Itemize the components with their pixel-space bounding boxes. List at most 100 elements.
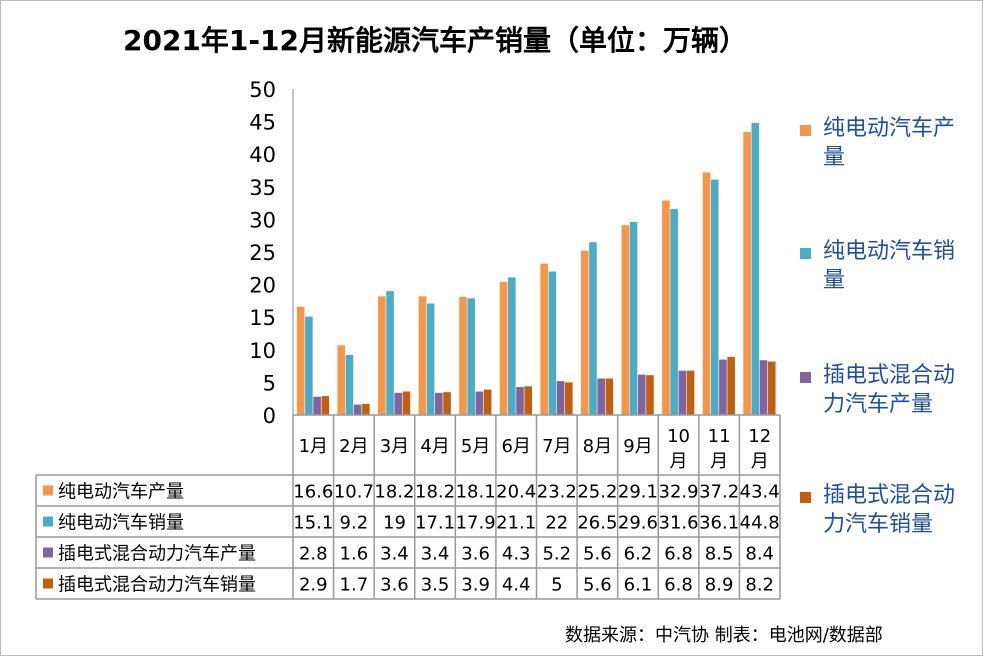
bar-1-12月 bbox=[743, 132, 751, 416]
table-cell: 29.6 bbox=[618, 513, 658, 534]
table-cell: 2.9 bbox=[299, 575, 328, 596]
table-cell: 8.9 bbox=[705, 575, 734, 596]
x-tick-label: 2月 bbox=[339, 436, 368, 457]
table-cell: 3.4 bbox=[421, 544, 450, 565]
bar-2-5月 bbox=[467, 298, 476, 415]
bar-4-8月 bbox=[605, 378, 614, 415]
x-tick-label: 11 bbox=[708, 426, 731, 447]
bar-3-8月 bbox=[597, 378, 605, 415]
bar-2-9月 bbox=[629, 222, 638, 415]
bar-4-11月 bbox=[727, 356, 735, 415]
bar-1-4月 bbox=[418, 296, 427, 415]
bar-3-5月 bbox=[475, 391, 484, 415]
table-cell: 4.4 bbox=[502, 575, 531, 596]
table-cell: 21.1 bbox=[496, 513, 536, 534]
bar-3-9月 bbox=[637, 374, 646, 415]
bar-2-10月 bbox=[670, 208, 678, 415]
legend-label: 插电式混合动力汽车产量 bbox=[823, 363, 955, 417]
table-cell: 6.8 bbox=[664, 575, 693, 596]
bar-4-12月 bbox=[767, 361, 776, 415]
legend-key bbox=[800, 372, 811, 383]
table-cell: 10.7 bbox=[334, 482, 374, 503]
table-cell: 5.6 bbox=[583, 575, 612, 596]
table-cell: 4.3 bbox=[502, 544, 531, 565]
y-tick-label: 0 bbox=[263, 404, 276, 428]
table-row-header: 插电式混合动力汽车产量 bbox=[58, 544, 256, 565]
x-tick-label: 3月 bbox=[380, 436, 409, 457]
table-cell: 16.6 bbox=[293, 482, 333, 503]
x-tick-label: 1月 bbox=[299, 436, 328, 457]
x-tick-label: 8月 bbox=[583, 436, 612, 457]
table-cell: 17.1 bbox=[415, 513, 455, 534]
x-tick-label-unit: 月 bbox=[751, 451, 769, 472]
table-cell: 18.2 bbox=[374, 482, 414, 503]
bar-4-5月 bbox=[483, 389, 492, 415]
bar-2-4月 bbox=[426, 303, 435, 415]
table-cell: 23.2 bbox=[537, 482, 577, 503]
x-tick-label: 12 bbox=[748, 426, 771, 447]
table-cell: 2.8 bbox=[299, 544, 328, 565]
chart-title: 2021年1-12月新能源汽车产销量（单位：万辆） bbox=[123, 24, 747, 57]
table-cell: 19 bbox=[383, 513, 406, 534]
y-tick-label: 40 bbox=[249, 143, 276, 167]
bar-1-3月 bbox=[378, 296, 386, 415]
table-cell: 9.2 bbox=[340, 513, 369, 534]
table-cell: 1.6 bbox=[340, 544, 369, 565]
bar-3-6月 bbox=[516, 386, 524, 415]
bar-1-1月 bbox=[296, 306, 305, 415]
x-tick-label: 9月 bbox=[623, 436, 652, 457]
bar-1-2月 bbox=[337, 345, 346, 415]
table-cell: 20.4 bbox=[496, 482, 536, 503]
table-cell: 32.9 bbox=[659, 482, 699, 503]
legend-key bbox=[800, 125, 811, 136]
table-row-header: 纯电动汽车销量 bbox=[58, 513, 184, 534]
bar-4-4月 bbox=[443, 392, 451, 415]
x-tick-label: 4月 bbox=[420, 436, 449, 457]
table-cell: 6.2 bbox=[624, 544, 653, 565]
bar-2-7月 bbox=[548, 271, 557, 415]
table-cell: 3.5 bbox=[421, 575, 450, 596]
table-cell: 22 bbox=[545, 513, 568, 534]
table-cell: 37.2 bbox=[699, 482, 739, 503]
bar-1-9月 bbox=[621, 225, 630, 415]
bar-4-3月 bbox=[402, 391, 411, 415]
bar-3-11月 bbox=[719, 359, 727, 415]
table-cell: 6.1 bbox=[624, 575, 653, 596]
y-tick-label: 30 bbox=[249, 208, 276, 232]
legend-key bbox=[800, 248, 811, 259]
x-tick-label: 10 bbox=[667, 426, 690, 447]
y-tick-label: 45 bbox=[249, 111, 276, 135]
table-cell: 3.4 bbox=[380, 544, 409, 565]
table-legend-key bbox=[43, 578, 53, 589]
table-cell: 1.7 bbox=[340, 575, 369, 596]
table-cell: 44.8 bbox=[740, 513, 780, 534]
y-tick-label: 25 bbox=[249, 241, 276, 265]
bar-3-10月 bbox=[678, 370, 687, 415]
table-cell: 5.2 bbox=[542, 544, 571, 565]
table-legend-key bbox=[43, 547, 53, 558]
table-cell: 8.5 bbox=[705, 544, 734, 565]
bar-1-10月 bbox=[662, 200, 670, 415]
y-tick-label: 50 bbox=[249, 78, 276, 102]
bar-1-7月 bbox=[540, 263, 548, 415]
bar-2-6月 bbox=[508, 277, 516, 415]
plot-area: 0 5 10 15 20 25 30 35 40 45 50 bbox=[249, 78, 776, 428]
y-tick-label: 10 bbox=[249, 339, 276, 363]
table-cell: 5 bbox=[551, 575, 562, 596]
table-cell: 3.6 bbox=[380, 575, 409, 596]
bar-2-8月 bbox=[589, 242, 597, 415]
bar-1-6月 bbox=[499, 281, 508, 415]
table-cell: 3.9 bbox=[461, 575, 490, 596]
table-cell: 8.4 bbox=[745, 544, 774, 565]
table-cell: 25.2 bbox=[577, 482, 617, 503]
bar-3-2月 bbox=[353, 404, 362, 415]
x-tick-label: 6月 bbox=[501, 436, 530, 457]
legend-label: 纯电动汽车产量 bbox=[823, 116, 955, 170]
table-cell: 17.9 bbox=[456, 513, 496, 534]
table-row-header: 插电式混合动力汽车销量 bbox=[58, 575, 256, 596]
table-cell: 31.6 bbox=[659, 513, 699, 534]
bar-4-2月 bbox=[362, 403, 370, 415]
bar-2-12月 bbox=[751, 122, 760, 416]
